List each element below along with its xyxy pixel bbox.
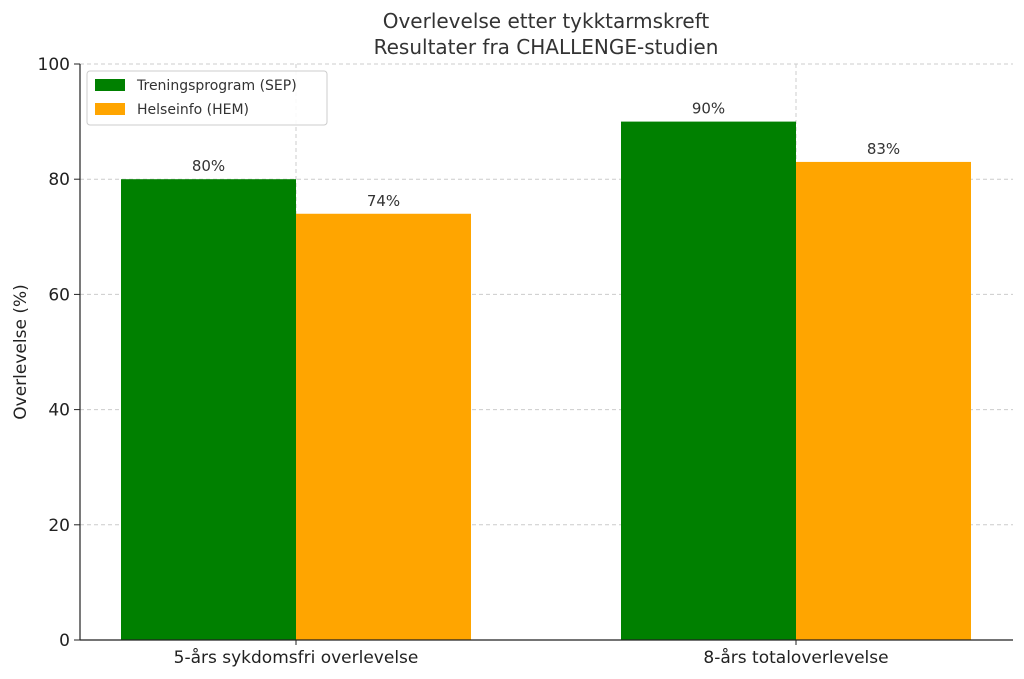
legend-box — [86, 70, 328, 126]
y-tick-label: 100 — [38, 55, 70, 75]
x-tick-label: 8-års totaloverlevelse — [703, 647, 888, 668]
legend-label-hem: Helseinfo (HEM) — [137, 102, 249, 118]
bars — [121, 121, 971, 641]
axes — [79, 64, 1013, 641]
bar — [621, 121, 796, 641]
value-labels: 80% 90% 74% 83% — [192, 100, 900, 210]
x-ticks: 5-års sykdomsfri overlevelse 8-års totalo… — [174, 640, 889, 668]
data-label: 83% — [867, 140, 900, 158]
bar — [296, 213, 471, 640]
bar — [121, 179, 296, 640]
chart-subtitle: Resultater fra CHALLENGE-studien — [374, 35, 719, 59]
data-label: 90% — [692, 100, 725, 118]
y-ticks: 0 20 40 60 80 100 — [38, 55, 80, 651]
y-tick-label: 0 — [59, 631, 70, 651]
data-label: 80% — [192, 157, 225, 175]
legend: Treningsprogram (SEP) Helseinfo (HEM) — [86, 70, 328, 126]
y-axis-label: Overlevelse (%) — [11, 284, 31, 419]
y-tick-label: 80 — [48, 170, 70, 190]
chart-title: Overlevelse etter tykktarmskreft — [383, 9, 710, 33]
y-tick-label: 60 — [48, 285, 70, 305]
y-tick-label: 20 — [48, 516, 70, 536]
legend-swatch-hem — [95, 103, 125, 115]
data-label: 74% — [367, 192, 400, 210]
x-tick-label: 5-års sykdomsfri overlevelse — [174, 647, 419, 668]
legend-label-sep: Treningsprogram (SEP) — [136, 78, 297, 94]
y-tick-label: 40 — [48, 401, 70, 421]
legend-swatch-sep — [95, 79, 125, 91]
bar — [796, 161, 971, 641]
